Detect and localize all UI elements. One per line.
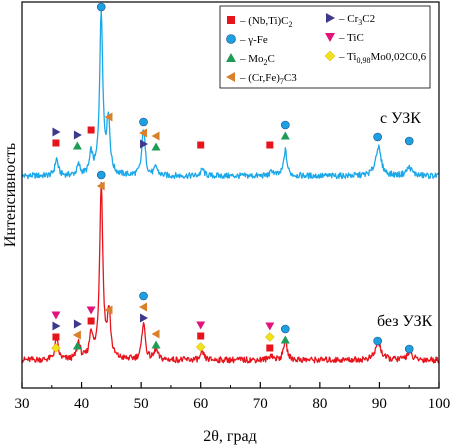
x-axis-ticks: 30 40 50 60 70 80 90 100 [15,382,451,412]
legend-label: – TiC [338,32,364,44]
legend-label-subscript: 2 [264,58,268,67]
triangle-right-marker-icon [140,313,149,323]
triangle-down-marker-icon [86,306,96,315]
x-axis-title: 2θ, град [203,428,256,445]
triangle-left-marker-icon [139,302,148,312]
circle-marker-icon [139,291,148,301]
diamond-marker-icon [51,343,61,353]
legend-label: – Cr3C2 [338,13,375,27]
square-marker-icon [87,126,95,134]
triangle-up-marker-icon [72,141,82,150]
legend-label: – (Cr,Fe)7C3 [239,72,297,86]
circle-marker-icon [281,120,290,130]
legend-label-main: – Ti [338,51,356,63]
triangle-right-marker-icon [52,127,61,137]
legend-label-main: – (Nb,Ti)C [239,15,289,27]
triangle-right-marker-icon [73,130,82,140]
square-marker-icon [266,141,274,149]
legend-label-main: – Cr [338,13,359,25]
legend-label-tail: C3 [284,72,297,84]
plot-area: – (Nb,Ti)C2– γ-Fe– Mo2C– (Cr,Fe)7C3– Cr3… [15,1,451,412]
triangle-right-marker-icon [73,319,82,329]
circle-marker-icon [373,336,382,346]
square-marker-icon [87,317,95,325]
triangle-right-marker-icon [52,321,61,331]
x-tick-label: 70 [253,396,268,412]
triangle-left-marker-icon [151,329,160,339]
circle-marker-icon [96,2,106,12]
square-marker-icon [197,141,205,149]
series-line [21,182,440,364]
series-label: с УЗК [380,110,421,127]
triangle-down-marker-icon [51,311,61,320]
circle-marker-icon [373,132,382,142]
diamond-marker-icon [264,332,275,342]
triangle-up-marker-icon [151,142,161,151]
legend-label-main: – γ-Fe [239,34,268,46]
x-tick-label: 40 [74,396,89,412]
triangle-up-marker-icon [280,131,290,140]
legend-label: – Mo2C [239,53,275,67]
triangle-left-marker-icon [104,112,113,122]
series-layer [21,9,440,364]
legend-label: – Ti0,98Mo0,02C0,6 [338,51,427,65]
circle-marker-icon [139,117,148,127]
legend-label-main: – (Cr,Fe) [239,72,280,84]
x-tick-label: 80 [312,396,327,412]
triangle-down-marker-icon [265,322,275,331]
circle-marker-icon [226,34,236,44]
y-axis-title: Интенсивность [2,143,19,247]
series-line [21,9,440,180]
square-marker-icon [266,344,274,352]
legend-label-main: – Mo [239,53,264,65]
circle-marker-icon [404,344,414,354]
series-label: без УЗК [377,313,433,330]
phase-markers [51,2,414,354]
triangle-left-marker-icon [72,330,81,340]
triangle-left-marker-icon [104,305,113,315]
legend-label-subscript: 2 [289,20,293,29]
diamond-marker-icon [324,50,336,62]
legend-label-main: – TiC [338,32,364,44]
triangle-left-marker-icon [151,131,160,141]
x-tick-label: 100 [428,396,451,412]
legend-box [219,5,431,89]
square-marker-icon [197,332,205,340]
legend-label-tail: Mo0,02C0,6 [370,51,426,63]
triangle-left-marker-icon [226,72,235,82]
circle-marker-icon [281,324,290,334]
x-tick-label: 90 [372,396,387,412]
triangle-up-marker-icon [72,341,82,350]
legend-label-subscript: 0,98 [356,56,370,65]
legend: – (Nb,Ti)C2– γ-Fe– Mo2C– (Cr,Fe)7C3– Cr3… [219,5,431,89]
triangle-up-marker-icon [151,340,161,349]
legend-label-subscript: 7 [280,77,284,86]
triangle-down-marker-icon [325,33,335,42]
triangle-down-marker-icon [196,321,206,330]
triangle-up-marker-icon [226,53,236,62]
triangle-right-marker-icon [326,13,335,23]
diamond-marker-icon [195,342,206,352]
square-marker-icon [52,139,60,147]
triangle-left-marker-icon [96,181,105,191]
series-labels: с УЗК без УЗК [377,110,433,330]
circle-marker-icon [96,170,106,180]
legend-label-tail: C2 [362,13,375,25]
legend-label: – γ-Fe [239,34,268,46]
legend-label-subscript: 3 [358,18,362,27]
square-marker-icon [52,333,60,341]
square-marker-icon [227,16,235,24]
triangle-left-marker-icon [139,128,148,138]
legend-label: – (Nb,Ti)C2 [239,15,293,29]
triangle-right-marker-icon [140,139,149,149]
x-tick-label: 60 [193,396,208,412]
circle-marker-icon [404,136,414,146]
legend-label-tail: C [268,53,275,65]
x-tick-label: 50 [134,396,149,412]
triangle-up-marker-icon [280,335,290,344]
x-tick-label: 30 [15,396,30,412]
